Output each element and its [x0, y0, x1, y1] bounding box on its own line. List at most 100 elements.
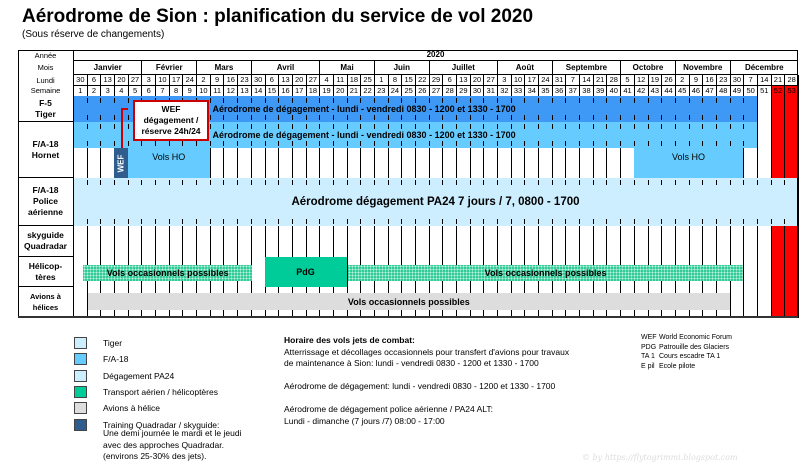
grid-tick [374, 180, 375, 185]
schedule-line: Atterrissage et décollages occasionnels … [284, 346, 570, 357]
grid-tick [278, 124, 279, 129]
grid-tick [634, 115, 635, 120]
legend-swatch [74, 337, 87, 349]
abbreviation-item: WEF World Economic Forum [641, 333, 732, 343]
grid-tick [429, 124, 430, 129]
schedule-line: de maintenance à Sion: lundi - vendredi … [284, 358, 539, 368]
grid-tick [730, 115, 731, 120]
legend-swatch [74, 369, 87, 382]
grid-tick [210, 115, 211, 120]
grid-tick [716, 180, 717, 185]
month-cell: Mars [196, 61, 251, 75]
label-column-border [73, 50, 74, 318]
grid-tick [388, 141, 389, 146]
grid-tick [306, 115, 307, 120]
grid-tick [87, 115, 88, 120]
grid-tick [223, 115, 224, 120]
legend-label: Training Quadradar / skyguide: [103, 419, 220, 430]
grid-tick [524, 180, 525, 185]
grid-tick [579, 180, 580, 185]
grid-tick [579, 98, 580, 103]
grid-tick [278, 180, 279, 185]
grid-tick [524, 219, 525, 224]
grid-tick [306, 124, 307, 129]
grid-tick [429, 141, 430, 146]
grid-tick [333, 115, 334, 120]
legend-swatch [74, 385, 87, 398]
grid-tick [169, 219, 170, 224]
grid-tick [306, 141, 307, 146]
grid-tick [251, 98, 252, 103]
wef-bracket [121, 108, 128, 148]
grid-tick [565, 219, 566, 224]
legend-note-line: (environs 25-30% des jets). [103, 451, 207, 461]
grid-tick [648, 180, 649, 185]
grid-tick [565, 180, 566, 185]
grid-tick [360, 98, 361, 103]
grid-tick [415, 180, 416, 185]
grid-tick [155, 180, 156, 185]
grid-tick [661, 98, 662, 103]
grid-tick [702, 141, 703, 146]
band-label: Vols occasionnels possibles [347, 296, 470, 307]
closed-week-cell [784, 96, 798, 122]
grid-tick [456, 219, 457, 224]
grid-tick [182, 219, 183, 224]
grid-tick [757, 180, 758, 185]
grid-tick [565, 124, 566, 129]
legend-swatch [74, 402, 87, 415]
grid-tick [388, 115, 389, 120]
grid-tick [620, 180, 621, 185]
grid-tick [292, 98, 293, 103]
month-cell: Décembre [729, 61, 798, 75]
grid-tick [292, 219, 293, 224]
grid-tick [606, 115, 607, 120]
grid-tick [456, 141, 457, 146]
grid-tick [620, 141, 621, 146]
grid-tick [100, 124, 101, 129]
grid-tick [223, 124, 224, 129]
grid-tick [114, 98, 115, 103]
schedule-line [284, 393, 569, 405]
grid-tick [114, 219, 115, 224]
grid-tick [182, 141, 183, 146]
closed-week-cell [770, 287, 785, 318]
grid-tick [743, 141, 744, 146]
grid-tick [689, 124, 690, 129]
grid-tick [593, 124, 594, 129]
legend-note-line: avec des approches Quadradar. [103, 439, 224, 450]
grid-tick [265, 219, 266, 224]
month-cell: Août [497, 61, 552, 75]
grid-tick [593, 115, 594, 120]
grid-tick [265, 124, 266, 129]
grid-tick [648, 98, 649, 103]
band-label: Vols HO [672, 152, 706, 162]
schedule-line: Aérodrome de dégagement police aérienne … [284, 404, 494, 414]
closed-week-cell [784, 257, 798, 287]
grid-tick [306, 180, 307, 185]
grid-tick [565, 98, 566, 103]
grid-tick [661, 124, 662, 129]
grid-tick [661, 180, 662, 185]
grid-tick [360, 141, 361, 146]
grid-tick [743, 115, 744, 120]
closed-week-cell [784, 226, 798, 257]
grid-tick [442, 219, 443, 224]
grid-tick [524, 124, 525, 129]
grid-tick [634, 141, 635, 146]
grid-tick [470, 98, 471, 103]
grid-tick [196, 141, 197, 146]
grid-tick [429, 98, 430, 103]
band-label: Vols HO [152, 152, 186, 162]
grid-tick [87, 98, 88, 103]
grid-tick [319, 180, 320, 185]
grid-tick [730, 98, 731, 103]
grid-tick [401, 124, 402, 129]
grid-tick [442, 180, 443, 185]
grid-tick [333, 180, 334, 185]
legend-note-line: Une demi journée le mardi et le jeudi [103, 428, 242, 438]
grid-tick [141, 141, 142, 146]
grid-tick [128, 219, 129, 224]
grid-tick [661, 219, 662, 224]
schedule-band: Vols occasionnels possibles [88, 293, 730, 310]
